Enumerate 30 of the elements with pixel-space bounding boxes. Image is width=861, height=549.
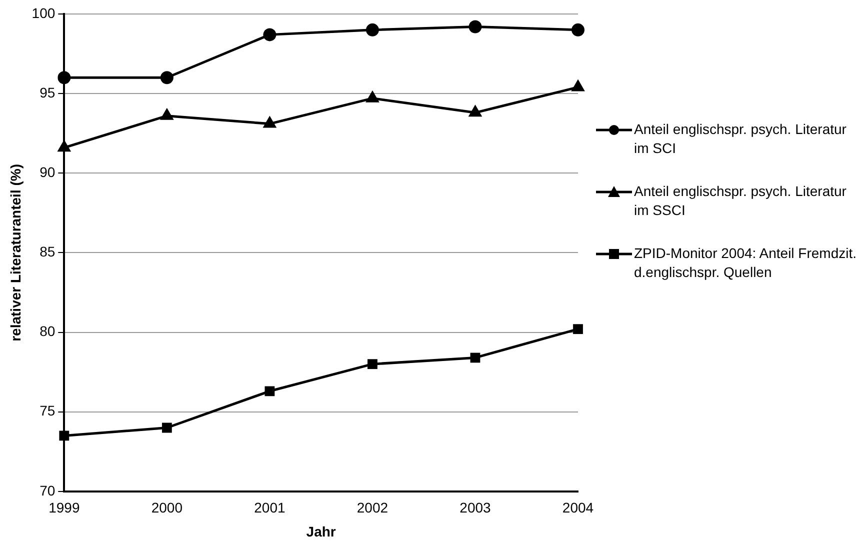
point [59, 430, 70, 441]
y-tick-label: 80 [40, 323, 56, 340]
y-axis-title: relativer Literaturanteil (%) [7, 164, 24, 342]
point [263, 28, 276, 42]
legend-label: Anteil englischspr. psych. Literatur im SCI [634, 120, 848, 158]
point [264, 386, 275, 396]
x-tick-label: 2000 [151, 500, 183, 516]
x-tick-label: 2003 [460, 500, 492, 516]
point [58, 71, 71, 84]
x-tick-label: 2001 [254, 500, 286, 516]
x-tick-label: 1999 [48, 500, 80, 516]
y-tick-label: 75 [40, 402, 56, 419]
point [366, 23, 379, 36]
legend-label: ZPID-Monitor 2004: Anteil Fremdzit. d.englischspr. Quellen [634, 244, 858, 282]
point [468, 20, 482, 34]
y-tick-label: 100 [32, 4, 56, 21]
y-tick-label: 85 [40, 244, 56, 260]
point [160, 71, 174, 84]
x-tick-label: 2002 [356, 500, 388, 516]
x-axis-title: Jahr [306, 523, 336, 540]
point [470, 352, 480, 363]
point [572, 23, 584, 36]
y-tick-label: 90 [40, 164, 56, 180]
x-tick-label: 2004 [562, 500, 594, 516]
legend-label: Anteil englischspr. psych. Literatur im SSCI [634, 182, 848, 220]
y-tick-label: 70 [40, 482, 56, 498]
point [368, 359, 378, 370]
y-tick-label: 95 [40, 84, 56, 100]
point [573, 324, 583, 334]
point [162, 422, 172, 433]
